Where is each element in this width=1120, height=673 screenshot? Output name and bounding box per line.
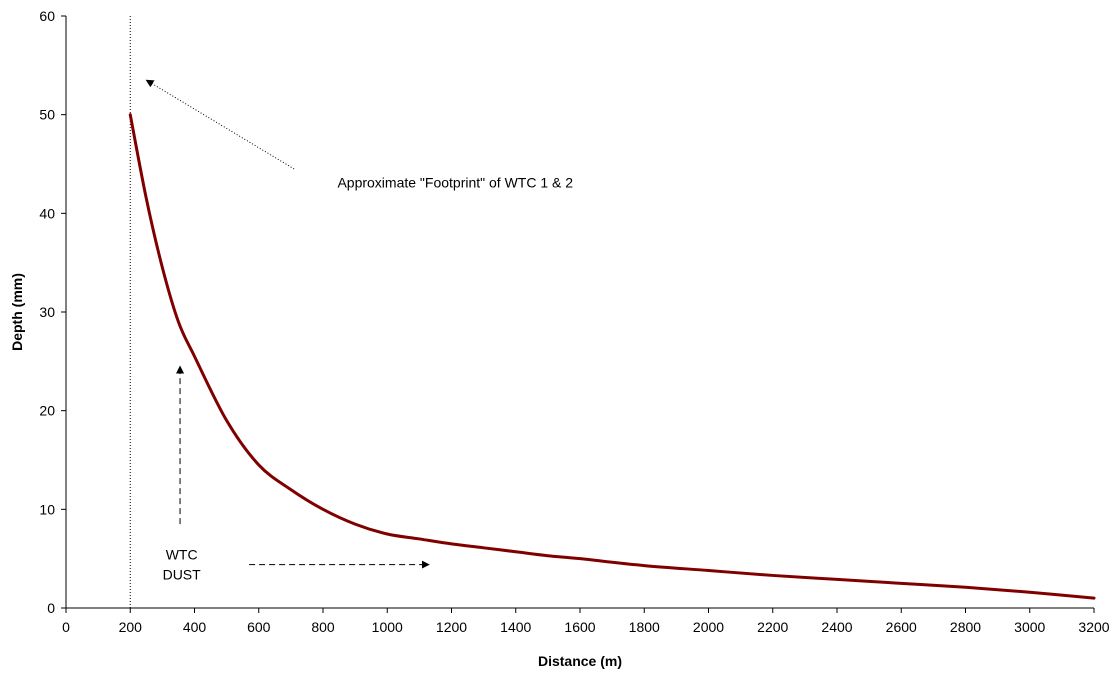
y-tick-label: 10 [39,501,55,517]
x-tick-label: 3000 [1014,619,1045,635]
x-tick-label: 1200 [436,619,467,635]
footprint-annotation: Approximate "Footprint" of WTC 1 & 2 [337,175,573,191]
x-tick-label: 2400 [821,619,852,635]
x-tick-label: 1800 [629,619,660,635]
x-tick-label: 600 [247,619,271,635]
x-tick-label: 2200 [757,619,788,635]
x-tick-label: 400 [183,619,207,635]
x-tick-label: 800 [311,619,335,635]
x-tick-label: 2600 [886,619,917,635]
y-axis-title: Depth (mm) [9,273,25,351]
footprint-arrow [145,79,295,170]
y-tick-label: 20 [39,403,55,419]
x-tick-label: 2800 [950,619,981,635]
y-ticks: 0 10 20 30 40 50 60 [39,8,66,616]
x-tick-label: 0 [62,619,70,635]
y-tick-label: 0 [47,600,55,616]
y-tick-label: 30 [39,304,55,320]
wtc-dust-annotation-line-1: WTC [166,547,198,563]
x-tick-label: 1400 [500,619,531,635]
x-ticks: 0 200 400 600 800 1000 1200 1400 1600 1800 2000 220… [62,608,1110,635]
x-tick-label: 2000 [693,619,724,635]
y-tick-label: 40 [39,205,55,221]
depth-curve [128,113,1096,600]
y-tick-label: 50 [39,107,55,123]
wtc-dust-annotation-line-2: DUST [163,566,202,582]
annotation-layer [145,79,430,569]
x-tick-label: 200 [119,619,143,635]
x-tick-label: 1600 [564,619,595,635]
x-axis-title: Distance (m) [538,653,622,669]
y-tick-label: 60 [39,8,55,24]
x-tick-label: 1000 [372,619,403,635]
x-tick-label: 3200 [1078,619,1109,635]
